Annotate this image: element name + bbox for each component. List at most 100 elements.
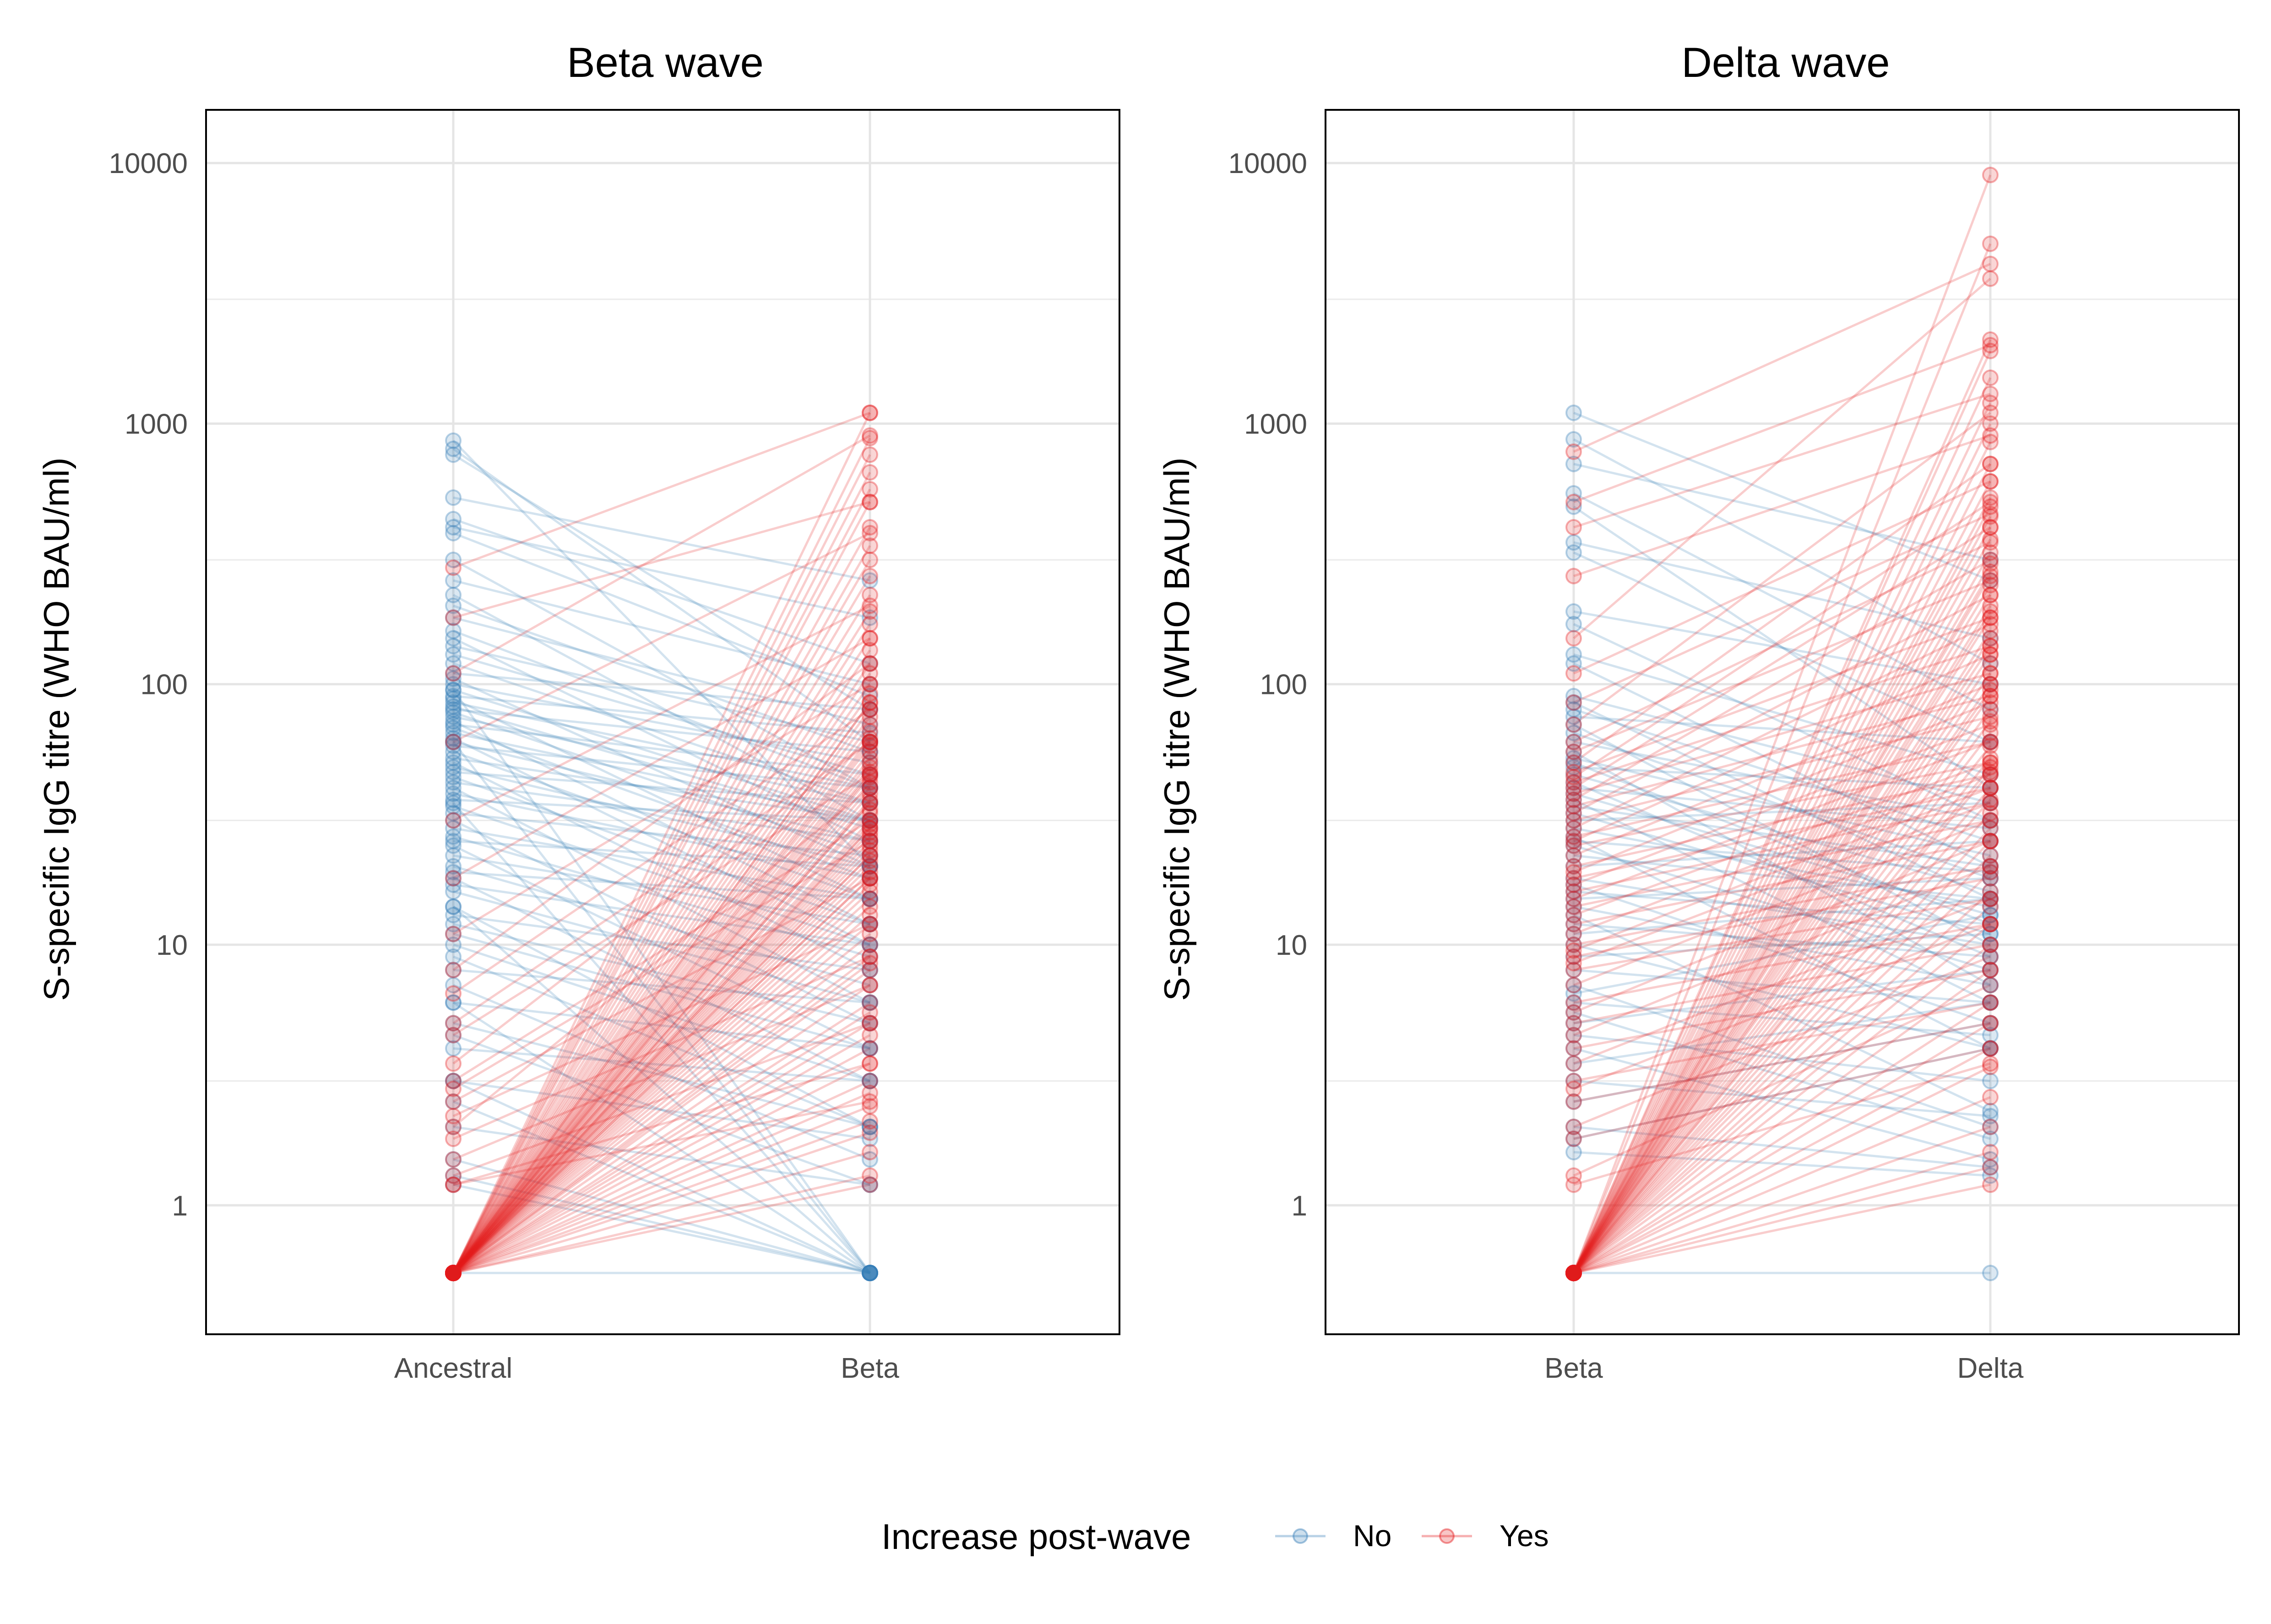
data-point-yes <box>1982 1055 1999 1072</box>
pair-line-yes <box>1573 865 1991 946</box>
pair-line-yes <box>452 1022 871 1274</box>
data-point-no <box>862 1265 878 1282</box>
data-point-yes <box>445 1265 462 1282</box>
pair-line-yes <box>452 638 871 1274</box>
pair-line-yes <box>452 933 871 1274</box>
data-point-no <box>445 763 462 780</box>
data-point-no <box>1565 701 1582 718</box>
pair-line-no <box>1573 761 1991 926</box>
data-point-no <box>445 687 462 704</box>
data-point-yes <box>862 759 878 776</box>
data-point-no <box>1565 883 1582 900</box>
pair-line-yes <box>1573 943 1991 1024</box>
data-point-yes <box>862 734 878 751</box>
pair-line-yes <box>1573 819 1991 908</box>
data-point-yes <box>1982 937 1999 953</box>
pair-line-yes <box>1573 766 1991 1274</box>
data-point-yes <box>445 1265 462 1282</box>
pair-line-no <box>453 715 870 804</box>
data-point-no <box>445 828 462 845</box>
data-point-yes <box>862 1027 878 1044</box>
data-point-yes <box>862 948 878 965</box>
pair-line-yes <box>1573 812 1991 1274</box>
pair-line-yes <box>1573 1022 1991 1274</box>
data-point-yes <box>1565 1265 1582 1282</box>
data-point-no <box>1982 948 1999 965</box>
data-point-yes <box>1982 890 1999 907</box>
pair-line-no <box>453 672 870 711</box>
data-point-no <box>445 716 462 733</box>
data-point-yes <box>1565 763 1582 780</box>
data-point-no <box>445 713 462 730</box>
pair-line-yes <box>1573 923 1991 1004</box>
data-point-yes <box>1565 1265 1582 1282</box>
pair-line-no <box>1573 969 1991 1024</box>
data-point-yes <box>445 1265 462 1282</box>
pair-line-yes <box>452 771 871 1274</box>
data-point-yes <box>862 791 878 808</box>
data-point-no <box>1982 552 1999 568</box>
data-point-no <box>1982 780 1999 796</box>
data-point-no <box>1982 1040 1999 1057</box>
data-point-no <box>445 785 462 802</box>
pair-line-yes <box>452 1034 871 1274</box>
data-point-no <box>862 734 878 751</box>
pair-line-yes <box>1573 1047 1991 1140</box>
data-point-yes <box>1982 766 1999 783</box>
data-point-yes <box>1982 609 1999 626</box>
data-point-yes <box>1982 858 1999 875</box>
y-tick-label: 1000 <box>1244 408 1307 440</box>
data-point-yes <box>1982 427 1999 444</box>
pair-line-no <box>453 726 870 880</box>
data-point-no <box>445 704 462 721</box>
data-point-no <box>445 833 462 850</box>
data-point-yes <box>1565 1027 1582 1044</box>
data-point-no <box>1982 915 1999 932</box>
data-point-yes <box>862 890 878 907</box>
data-point-no <box>862 743 878 760</box>
data-point-yes <box>862 785 878 802</box>
data-point-yes <box>1982 369 1999 386</box>
pair-line-no <box>1573 984 1991 1128</box>
data-point-yes <box>445 1265 462 1282</box>
y-tick-label: 10 <box>1276 930 1307 961</box>
pair-line-yes <box>1572 516 1992 1274</box>
data-point-yes <box>1565 1265 1582 1282</box>
pair-line-no <box>452 787 871 1004</box>
data-point-no <box>862 812 878 829</box>
pair-line-no <box>1573 773 1991 893</box>
data-point-yes <box>1982 552 1999 568</box>
data-point-yes <box>445 1265 462 1282</box>
pair-line-yes <box>1573 801 1991 964</box>
pair-line-no <box>1573 839 1991 868</box>
data-point-yes <box>1982 833 1999 850</box>
pair-line-no <box>453 708 870 753</box>
pair-line-no <box>452 637 871 842</box>
data-point-yes <box>1565 1265 1582 1282</box>
pair-line-no <box>453 617 870 726</box>
data-point-no <box>862 937 878 953</box>
data-point-no <box>1565 774 1582 791</box>
data-point-yes <box>862 1055 878 1072</box>
data-point-yes <box>1565 769 1582 785</box>
data-point-yes <box>862 1176 878 1193</box>
pair-line-no <box>453 526 870 619</box>
panel-delta-wave: Delta wave S-specific IgG titre (WHO BAU… <box>1157 39 2240 1384</box>
data-point-yes <box>445 1265 462 1282</box>
data-point-yes <box>445 1265 462 1282</box>
pair-line-no <box>453 711 870 857</box>
data-point-no <box>445 937 462 953</box>
data-point-yes <box>1565 1265 1582 1282</box>
data-point-no <box>445 525 462 541</box>
data-point-yes <box>1565 1093 1582 1110</box>
pair-line-yes <box>1572 695 1992 1274</box>
data-point-yes <box>445 734 462 751</box>
pair-line-yes <box>452 884 871 1274</box>
data-point-no <box>445 898 462 915</box>
pair-line-no <box>1573 932 1991 958</box>
pair-line-yes <box>1572 463 1992 1274</box>
pair-line-no <box>452 1001 871 1274</box>
data-point-yes <box>445 609 462 626</box>
pair-line-yes <box>452 984 871 1274</box>
data-point-yes <box>445 1108 462 1125</box>
